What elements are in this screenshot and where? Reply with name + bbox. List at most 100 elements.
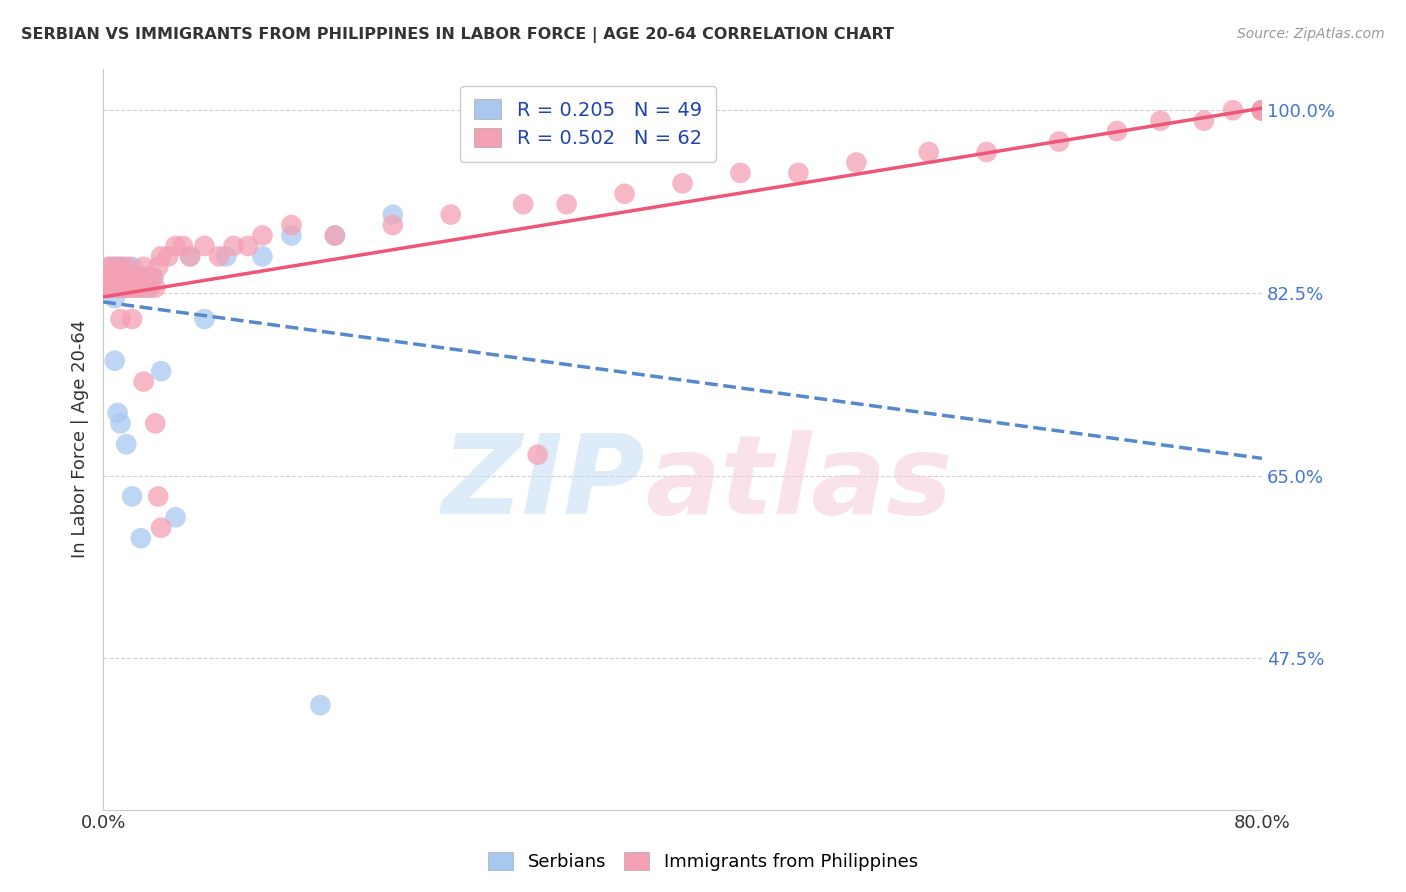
Point: [107, 281, 129, 295]
Point: [135, 270, 157, 285]
Point: [104, 353, 127, 368]
Point: [120, 281, 142, 295]
Point: [110, 270, 132, 285]
Point: [107, 270, 129, 285]
Point: [108, 260, 131, 274]
Point: [135, 270, 157, 285]
Point: [104, 291, 127, 305]
Point: [129, 281, 152, 295]
Point: [112, 270, 135, 285]
Point: [127, 270, 149, 285]
Point: [110, 417, 132, 431]
Point: [111, 281, 134, 295]
Text: atlas: atlas: [645, 430, 952, 537]
Point: [107, 406, 129, 420]
Point: [100, 270, 122, 285]
Point: [1222, 103, 1244, 118]
Point: [323, 228, 346, 243]
Point: [143, 281, 166, 295]
Point: [1149, 113, 1171, 128]
Point: [132, 281, 155, 295]
Point: [122, 270, 145, 285]
Point: [124, 281, 146, 295]
Point: [121, 260, 143, 274]
Point: [512, 197, 534, 211]
Point: [309, 698, 332, 713]
Point: [1251, 103, 1274, 118]
Point: [96, 281, 118, 295]
Point: [146, 490, 169, 504]
Point: [115, 281, 138, 295]
Point: [121, 270, 143, 285]
Point: [252, 228, 274, 243]
Point: [146, 260, 169, 274]
Point: [115, 281, 138, 295]
Text: SERBIAN VS IMMIGRANTS FROM PHILIPPINES IN LABOR FORCE | AGE 20-64 CORRELATION CH: SERBIAN VS IMMIGRANTS FROM PHILIPPINES I…: [21, 27, 894, 43]
Point: [671, 177, 693, 191]
Point: [97, 260, 120, 274]
Point: [117, 281, 139, 295]
Point: [124, 270, 146, 285]
Point: [110, 260, 132, 274]
Point: [118, 270, 141, 285]
Point: [101, 270, 124, 285]
Point: [108, 281, 131, 295]
Point: [150, 521, 173, 535]
Y-axis label: In Labor Force | Age 20-64: In Labor Force | Age 20-64: [72, 320, 89, 558]
Point: [179, 249, 201, 263]
Point: [111, 270, 134, 285]
Point: [132, 260, 155, 274]
Point: [252, 249, 274, 263]
Point: [114, 270, 136, 285]
Point: [1105, 124, 1128, 138]
Point: [127, 270, 149, 285]
Point: [121, 490, 143, 504]
Point: [236, 239, 259, 253]
Point: [104, 281, 127, 295]
Point: [96, 281, 118, 295]
Point: [94, 270, 117, 285]
Legend: Serbians, Immigrants from Philippines: Serbians, Immigrants from Philippines: [481, 845, 925, 879]
Point: [142, 270, 165, 285]
Point: [103, 281, 125, 295]
Point: [112, 281, 135, 295]
Point: [323, 228, 346, 243]
Point: [132, 375, 155, 389]
Point: [165, 510, 187, 524]
Point: [1251, 103, 1274, 118]
Point: [118, 270, 141, 285]
Point: [104, 260, 127, 274]
Point: [215, 249, 238, 263]
Point: [115, 437, 138, 451]
Point: [787, 166, 810, 180]
Point: [1047, 135, 1070, 149]
Point: [100, 281, 122, 295]
Point: [526, 448, 548, 462]
Point: [440, 208, 463, 222]
Point: [918, 145, 941, 159]
Point: [193, 312, 215, 326]
Point: [730, 166, 752, 180]
Point: [172, 239, 194, 253]
Point: [1251, 103, 1274, 118]
Point: [845, 155, 868, 169]
Point: [104, 270, 127, 285]
Point: [280, 228, 302, 243]
Point: [1192, 113, 1215, 128]
Point: [150, 364, 173, 378]
Point: [112, 260, 135, 274]
Point: [107, 270, 129, 285]
Point: [613, 186, 636, 201]
Point: [129, 531, 152, 545]
Text: Source: ZipAtlas.com: Source: ZipAtlas.com: [1237, 27, 1385, 41]
Legend: R = 0.205   N = 49, R = 0.502   N = 62: R = 0.205 N = 49, R = 0.502 N = 62: [461, 86, 716, 161]
Point: [120, 270, 142, 285]
Point: [103, 270, 125, 285]
Point: [1251, 103, 1274, 118]
Point: [100, 260, 122, 274]
Point: [165, 239, 187, 253]
Point: [280, 218, 302, 232]
Point: [105, 270, 128, 285]
Point: [125, 281, 148, 295]
Point: [141, 270, 163, 285]
